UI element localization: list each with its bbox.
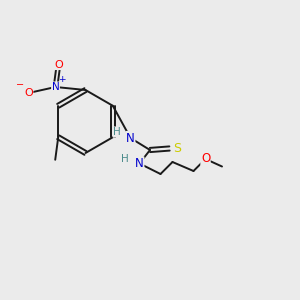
Text: N: N	[135, 157, 144, 170]
Text: H: H	[121, 154, 128, 164]
Text: N: N	[52, 82, 59, 92]
Text: O: O	[201, 152, 210, 166]
Text: O: O	[54, 59, 63, 70]
Text: O: O	[24, 88, 33, 98]
Text: −: −	[16, 80, 24, 90]
Text: S: S	[173, 142, 181, 155]
Text: +: +	[58, 75, 66, 84]
Text: N: N	[126, 131, 135, 145]
Text: H: H	[113, 127, 121, 137]
